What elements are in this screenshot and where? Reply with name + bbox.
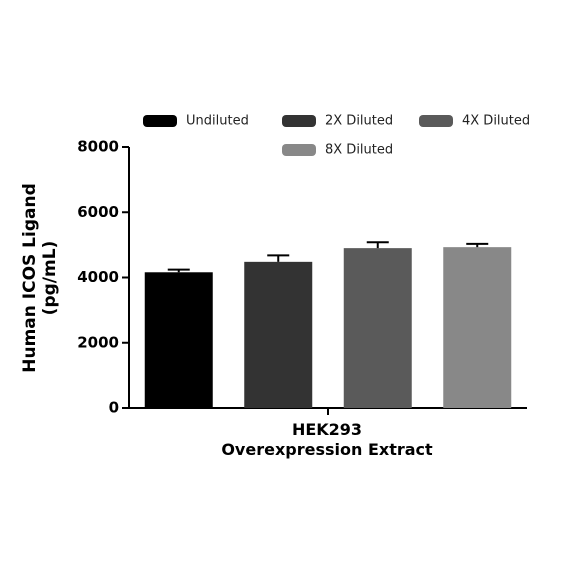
legend-label: 2X Diluted (325, 114, 393, 129)
error-bar (466, 242, 489, 248)
y-tick-label: 8000 (77, 138, 119, 156)
legend-label: Undiluted (186, 114, 249, 129)
bar (144, 272, 213, 408)
bar (244, 261, 313, 408)
y-axis-label: Human ICOS Ligand (pg/mL) (20, 183, 60, 373)
y-tick-label: 6000 (77, 203, 119, 221)
y-tick-label: 2000 (77, 333, 119, 351)
y-tick-label: 4000 (77, 268, 119, 286)
legend-swatch (143, 115, 177, 127)
error-bar (267, 254, 290, 262)
legend-label: 4X Diluted (462, 114, 530, 129)
legend-swatch (419, 115, 453, 127)
y-tick-label: 0 (109, 399, 119, 417)
legend-swatch (282, 144, 316, 156)
bar (343, 248, 412, 408)
legend-swatch (282, 115, 316, 127)
x-tick-label: HEK293 Overexpression Extract (221, 420, 433, 459)
error-bar (366, 241, 389, 249)
legend-label: 8X Diluted (325, 143, 393, 158)
bar (443, 247, 512, 408)
error-bar (167, 268, 190, 273)
